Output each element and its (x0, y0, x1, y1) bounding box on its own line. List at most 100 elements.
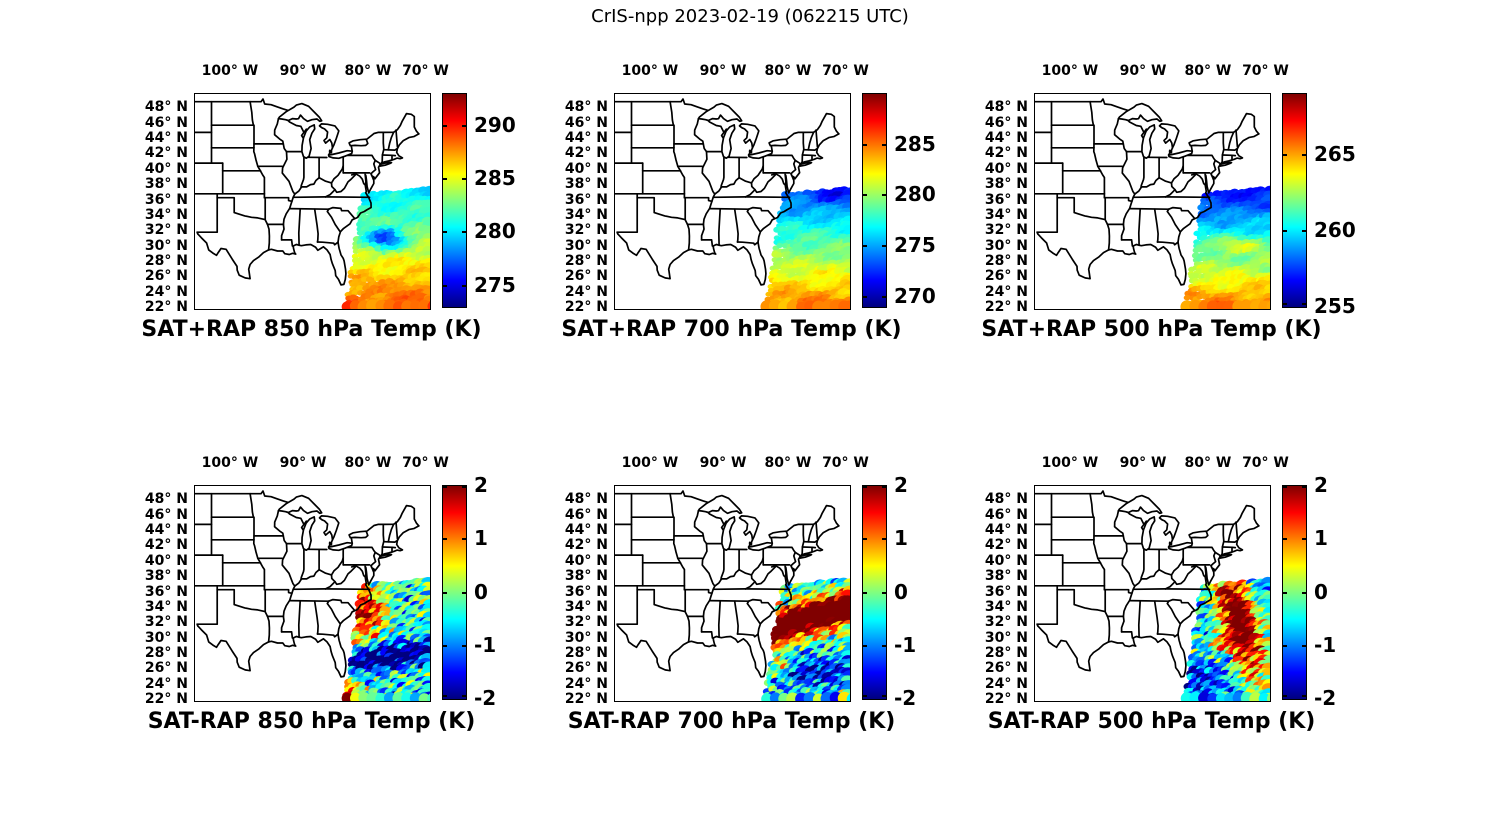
lat-tick-label: 24° N (984, 675, 1028, 692)
colorbar-tick-mark (882, 644, 886, 647)
lat-tick-label: 42° N (144, 145, 188, 162)
lat-tick-label: 36° N (984, 583, 1028, 600)
lat-tick-label: 24° N (144, 283, 188, 300)
colorbar-tick-mark (1283, 153, 1287, 156)
map-axes-box (1034, 485, 1271, 702)
lon-tick-label: 70° W (822, 455, 869, 471)
lat-tick-label: 36° N (144, 583, 188, 600)
lat-tick-label: 22° N (564, 691, 608, 707)
lat-tick-label: 42° N (984, 145, 1028, 162)
colorbar-tick-label: 280 (474, 219, 516, 244)
lat-tick-label: 28° N (984, 644, 1028, 661)
colorbar-tick-mark (462, 538, 466, 541)
colorbar-tick-label: 1 (894, 526, 908, 551)
colorbar-tick-label: 260 (1314, 217, 1356, 242)
lat-tick-label: 34° N (144, 598, 188, 615)
lat-tick-label: 44° N (564, 130, 608, 147)
lat-tick-label: 44° N (984, 130, 1028, 147)
colorbar-tick-mark (443, 178, 447, 181)
lon-tick-label: 90° W (1119, 455, 1167, 471)
panel-title: SAT+RAP 500 hPa Temp (K) (981, 317, 1322, 342)
lat-tick-label: 32° N (564, 614, 608, 631)
map-axes-box (614, 93, 851, 310)
colorbar-tick-mark (462, 695, 466, 697)
lat-tick-label: 40° N (144, 160, 188, 177)
colorbar-tick-label: 0 (474, 579, 488, 604)
lon-tick-label: 70° W (402, 63, 449, 79)
lat-tick-label: 46° N (984, 506, 1028, 523)
lat-tick-label: 44° N (984, 522, 1028, 539)
colorbar-tick-label: 255 (1314, 294, 1356, 318)
lat-tick-label: 44° N (144, 522, 188, 539)
lat-tick-label: 48° N (984, 99, 1028, 116)
lon-tick-label: 70° W (402, 455, 449, 471)
lat-tick-label: 40° N (564, 552, 608, 569)
us-state-map (1035, 98, 1260, 286)
colorbar-tick-mark (1302, 229, 1306, 232)
colorbar-tick-label: 0 (1314, 579, 1328, 604)
lat-tick-label: 22° N (144, 299, 188, 315)
lon-tick-label: 80° W (764, 63, 812, 79)
lat-tick-label: 26° N (144, 268, 188, 285)
colorbar-tick-mark (863, 486, 867, 488)
colorbar-tick-label: 1 (1314, 526, 1328, 551)
lon-tick-label: 80° W (1184, 63, 1232, 79)
colorbar (442, 485, 467, 700)
colorbar-tick-mark (863, 591, 867, 594)
lat-tick-label: 22° N (564, 299, 608, 315)
lat-tick-label: 42° N (144, 537, 188, 554)
lat-tick-label: 46° N (564, 114, 608, 131)
map-panel-sat-minus-rap-500: 100° W 90° W 80° W 70° W 48° N 46° N 44° N 42° … (985, 455, 1336, 734)
lat-tick-label: 34° N (564, 206, 608, 223)
lat-tick-label: 38° N (144, 568, 188, 585)
colorbar-tick-mark (863, 194, 867, 197)
lat-tick-label: 24° N (144, 675, 188, 692)
colorbar-tick-mark (443, 231, 447, 234)
lon-tick-label: 100° W (201, 63, 259, 79)
lat-tick-label: 30° N (144, 237, 188, 254)
us-state-map (615, 98, 840, 286)
lon-tick-label: 100° W (621, 455, 679, 471)
us-state-map (1035, 490, 1260, 678)
lat-tick-label: 26° N (564, 660, 608, 677)
colorbar-tick-mark (1302, 695, 1306, 697)
colorbar-tick-mark (882, 143, 886, 146)
colorbar-tick-mark (443, 486, 447, 488)
colorbar-tick-mark (1302, 591, 1306, 594)
lat-tick-label: 48° N (144, 99, 188, 116)
lat-tick-label: 40° N (144, 552, 188, 569)
colorbar-tick-label: 0 (894, 579, 908, 604)
lat-tick-label: 36° N (564, 191, 608, 208)
panel-title: SAT+RAP 850 hPa Temp (K) (141, 317, 482, 342)
lat-tick-label: 30° N (984, 629, 1028, 646)
colorbar-tick-mark (1302, 644, 1306, 647)
colorbar-tick-label: 285 (474, 166, 516, 191)
colorbar-tick-mark (443, 538, 447, 541)
lat-tick-label: 38° N (564, 568, 608, 585)
colorbar-tick-mark (462, 486, 466, 488)
colorbar-tick-mark (882, 245, 886, 248)
colorbar-tick-label: 270 (894, 283, 936, 308)
lon-tick-label: 70° W (1242, 455, 1289, 471)
figure-title: CrIS-npp 2023-02-19 (062215 UTC) (591, 6, 909, 27)
lat-tick-label: 30° N (564, 629, 608, 646)
panel-title: SAT-RAP 700 hPa Temp (K) (567, 709, 896, 734)
lat-tick-label: 32° N (984, 614, 1028, 631)
lat-tick-label: 24° N (564, 675, 608, 692)
lon-tick-label: 80° W (764, 455, 812, 471)
lat-tick-label: 26° N (144, 660, 188, 677)
map-panel-sat-plus-rap-500: 100° W 90° W 80° W 70° W 48° N 46° N 44° N 42° … (981, 63, 1355, 342)
lon-tick-label: 90° W (279, 63, 327, 79)
map-panel-sat-minus-rap-700: 100° W 90° W 80° W 70° W 48° N 46° N 44° N 42° … (565, 455, 916, 734)
lon-tick-label: 90° W (699, 63, 747, 79)
colorbar-tick-mark (882, 194, 886, 197)
colorbar-tick-label: 275 (894, 233, 936, 258)
lat-tick-label: 34° N (564, 598, 608, 615)
colorbar-tick-mark (1302, 153, 1306, 156)
lat-tick-label: 28° N (564, 252, 608, 269)
lon-tick-label: 70° W (822, 63, 869, 79)
lat-tick-label: 40° N (984, 552, 1028, 569)
lat-tick-label: 38° N (144, 176, 188, 193)
lat-tick-label: 32° N (984, 222, 1028, 239)
